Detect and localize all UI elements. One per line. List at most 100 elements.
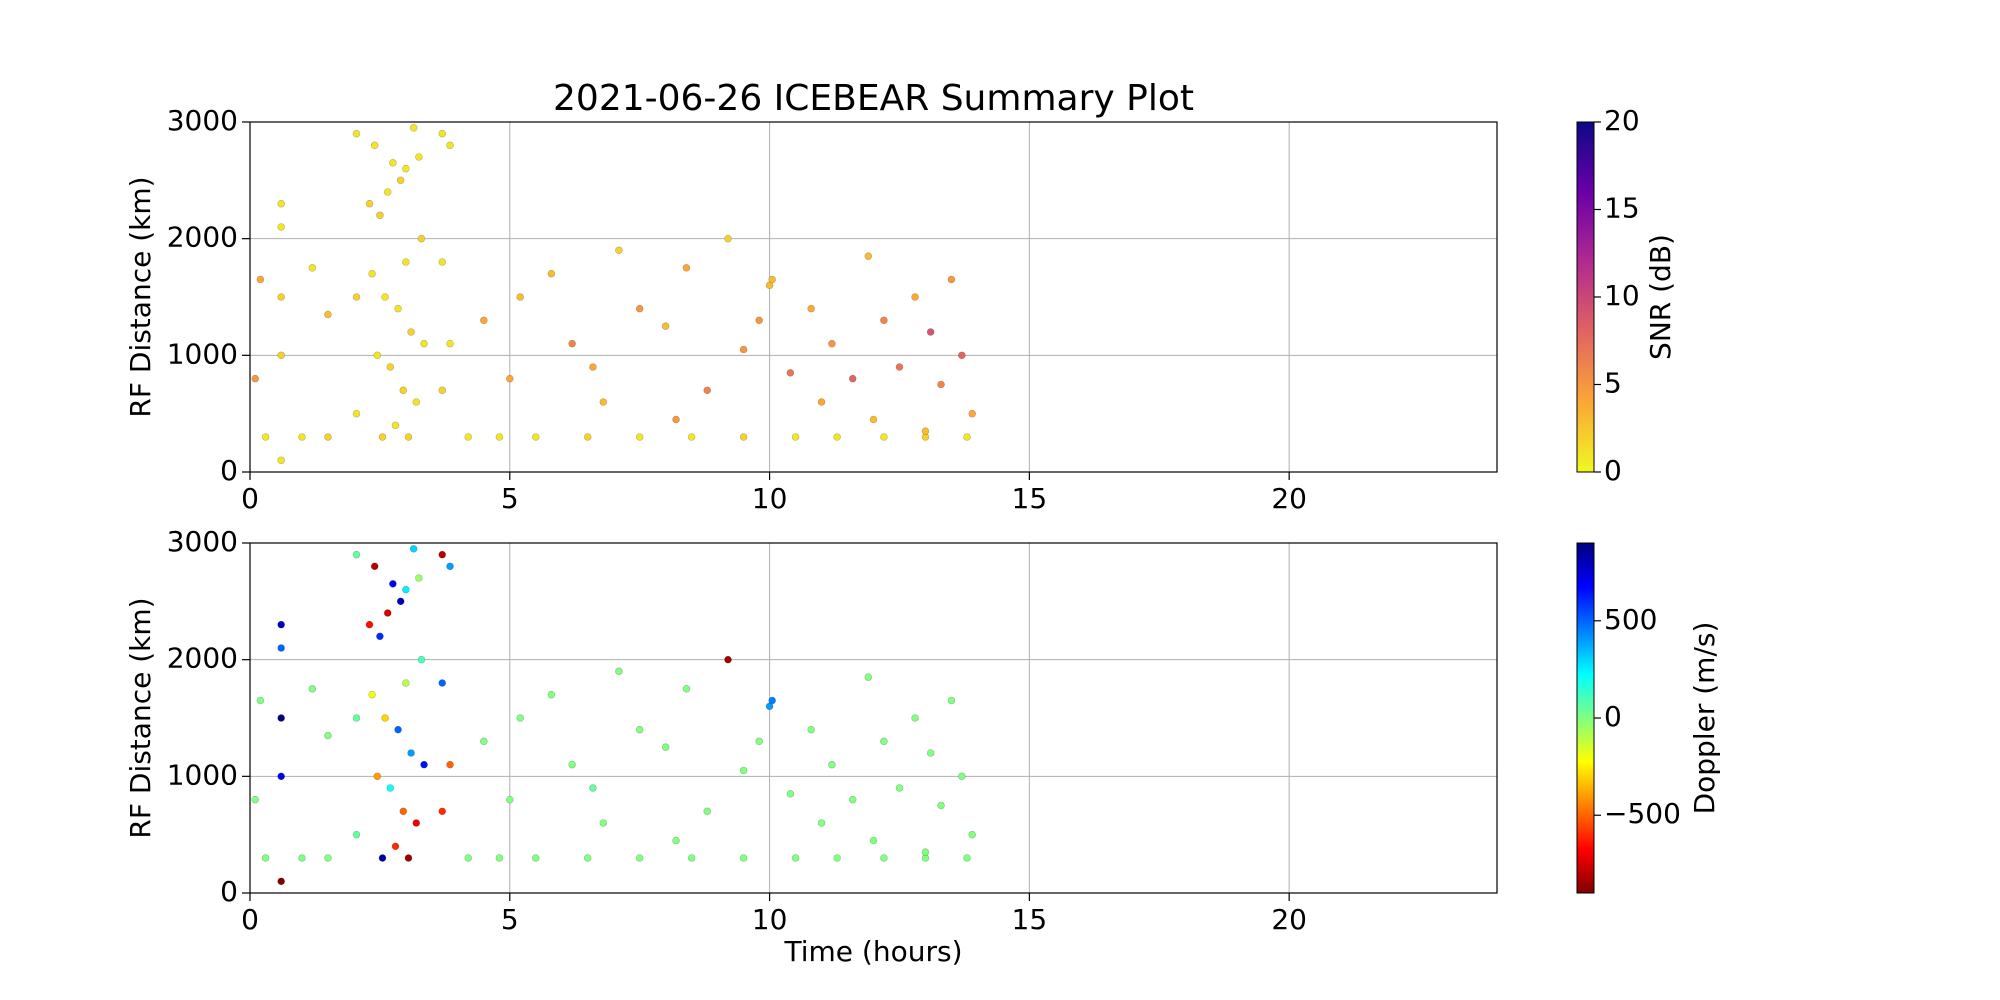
point (505, 795, 514, 804)
point (880, 433, 888, 441)
point (739, 766, 748, 775)
point (848, 795, 857, 804)
point (438, 386, 447, 395)
point (412, 819, 421, 827)
colorbar-tick-label: 10 (1604, 279, 1640, 312)
point (352, 129, 361, 138)
x-tick-label: 5 (501, 903, 519, 936)
point (308, 685, 317, 693)
y-axis-label: RF Distance (km) (124, 597, 157, 838)
point (703, 807, 712, 816)
colorbar (1576, 121, 1595, 473)
point (352, 830, 361, 839)
point (547, 690, 556, 699)
point (768, 696, 776, 705)
x-tick-label: 15 (1012, 482, 1048, 515)
point (682, 685, 691, 693)
point (739, 854, 748, 862)
plot-frame (249, 121, 1498, 473)
point (396, 597, 405, 606)
point (415, 574, 423, 582)
point (298, 433, 306, 441)
point (786, 369, 795, 377)
point (791, 433, 800, 441)
point (880, 737, 888, 746)
point (352, 409, 361, 418)
y-tick-label: 1000 (167, 337, 238, 370)
point (568, 339, 576, 348)
colorbar-tick-label: 5 (1604, 367, 1622, 400)
point (394, 304, 402, 313)
x-axis-label: Time (hours) (784, 935, 963, 968)
scatter-points (251, 545, 977, 886)
point (417, 234, 426, 243)
point (256, 275, 265, 284)
point (615, 246, 623, 255)
point (352, 714, 361, 722)
point (531, 433, 540, 441)
x-tick-label: 0 (241, 482, 259, 515)
point (505, 374, 514, 383)
point (446, 562, 454, 571)
point (373, 351, 382, 360)
y-tick-label: 0 (220, 875, 238, 908)
point (446, 141, 454, 150)
point (724, 234, 732, 243)
point (672, 836, 680, 845)
point (399, 386, 408, 395)
point (682, 264, 691, 272)
point (324, 310, 332, 319)
point (438, 679, 447, 687)
point (828, 760, 836, 769)
point (661, 743, 670, 751)
point (415, 153, 423, 161)
point (277, 877, 285, 886)
point (947, 696, 956, 705)
point (407, 749, 415, 757)
point (324, 731, 332, 740)
point (589, 784, 597, 792)
chart-title: 2021-06-26 ICEBEAR Summary Plot (553, 78, 1194, 119)
point (947, 275, 956, 284)
colorbar-tick-label: 0 (1604, 454, 1622, 487)
point (583, 854, 592, 862)
point (958, 351, 966, 360)
colorbar-tick-label: 15 (1604, 192, 1640, 225)
point (911, 293, 919, 301)
x-tick-label: 10 (752, 482, 788, 515)
point (352, 550, 361, 559)
y-tick-label: 0 (220, 454, 238, 487)
point (378, 433, 387, 441)
point (256, 696, 265, 705)
point (615, 667, 623, 676)
point (381, 714, 389, 722)
x-tick-label: 20 (1271, 903, 1307, 936)
point (324, 854, 332, 862)
point (389, 580, 397, 588)
point (516, 293, 524, 301)
point (516, 714, 524, 722)
colorbar (1576, 542, 1595, 894)
point (791, 854, 800, 862)
point (864, 252, 873, 260)
point (370, 141, 379, 150)
point (895, 784, 904, 792)
point (495, 433, 504, 441)
point (703, 386, 712, 395)
point (407, 328, 415, 336)
point (378, 854, 387, 862)
point (402, 679, 410, 687)
point (880, 316, 888, 325)
point (739, 345, 748, 354)
point (251, 795, 259, 804)
point (277, 223, 285, 231)
x-tick-label: 10 (752, 903, 788, 936)
point (661, 322, 670, 330)
point (373, 772, 382, 781)
point (324, 433, 332, 441)
colorbar-tick-label: 500 (1604, 603, 1657, 636)
point (869, 836, 878, 845)
point (409, 124, 418, 132)
point (409, 545, 418, 553)
